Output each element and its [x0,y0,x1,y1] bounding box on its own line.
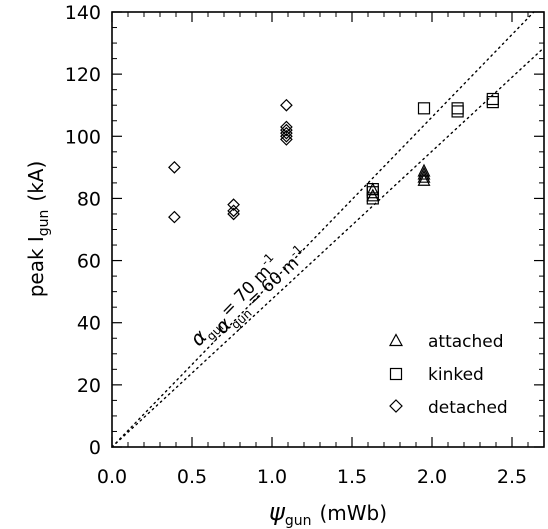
detached-point [280,133,293,146]
x-tick-label: 2.0 [417,466,447,488]
y-axis-title-main: peak I [24,236,48,297]
x-tick-label: 1.0 [257,466,287,488]
axis-ticks: 0.0 0.5 1.0 1.5 2.0 2.5 0 20 40 60 80 100 120 140 [65,2,544,488]
x-axis-title-sub: gun [285,513,312,529]
y-tick-label: 120 [65,64,101,86]
attached-point [417,172,431,186]
y-axis-title-sub: gun [36,210,52,237]
kinked-point [486,92,499,106]
x-axis-title-unit: (mWb) [319,501,387,525]
attached-point [366,188,380,202]
y-tick-label: 0 [89,437,101,459]
y-tick-label: 100 [65,126,101,148]
kinked-point [417,102,431,115]
detached-point [280,126,293,140]
reference-line-label-0: αgun = 70 m-1 [185,250,286,353]
y-tick-label: 20 [77,375,101,397]
y-tick-label: 40 [77,313,101,335]
detached-point [280,98,293,112]
x-tick-label: 0.5 [177,466,207,488]
attached-point [417,163,431,177]
x-tick-label: 0.0 [97,466,127,488]
legend-label-attached: attached [428,332,504,352]
attached-point [417,169,431,183]
reference-line-0 [111,11,535,448]
x-tick-label: 2.5 [497,466,527,488]
kinked-point [366,192,379,205]
y-tick-label: 80 [77,188,101,210]
reference-line-1 [111,46,545,448]
x-tick-label: 1.5 [337,466,367,488]
detached-point [227,207,240,221]
reference-lines [111,11,545,448]
detached-point [227,198,240,211]
attached-point [417,166,431,180]
legend-item-attached: attached [388,332,504,352]
legend-item-detached: detached [389,398,508,418]
data-points [168,92,499,224]
x-axis-title-main: ψ [269,498,286,526]
detached-point [168,210,181,224]
y-tick-label: 60 [77,251,101,273]
legend-marker-diamond [389,399,403,413]
legend-label-detached: detached [428,398,508,418]
detached-point [168,161,181,174]
legend-marker-triangle [388,333,404,347]
detached-point [280,123,293,137]
x-axis-title: ψgun (mWb) [269,498,387,529]
detached-point [280,120,293,134]
kinked-point [451,102,464,115]
y-tick-label: 140 [65,2,101,24]
kinked-point [451,105,464,118]
detached-point [280,129,293,143]
detached-point [227,204,240,218]
legend: attached kinked detached [388,332,508,418]
kinked-point [366,186,379,199]
legend-item-kinked: kinked [389,365,484,385]
legend-marker-square [389,367,403,381]
y-axis-title-unit: (kA) [24,161,48,202]
legend-label-kinked: kinked [428,365,484,385]
y-axis-title: peak Igun (kA) [24,161,52,298]
